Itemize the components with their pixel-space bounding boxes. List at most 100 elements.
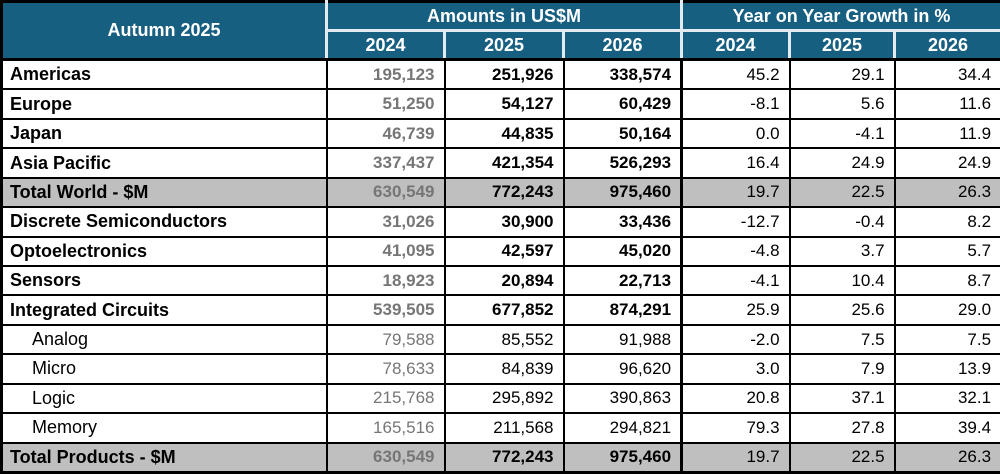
table-row: Analog 79,588 85,552 91,988 -2.0 7.5 7.5 <box>1 323 1000 356</box>
cell-value: 27.8 <box>788 412 896 444</box>
row-label: Europe <box>1 88 328 120</box>
table-row: Asia Pacific 337,437 421,354 526,293 16.4 24.… <box>1 147 1000 179</box>
cell-value: 20.8 <box>680 382 791 415</box>
row-label: Micro <box>1 353 328 385</box>
cell-value: 50,164 <box>562 117 683 150</box>
cell-value: 46,739 <box>325 117 446 150</box>
row-label: Asia Pacific <box>1 147 328 179</box>
cell-value: 3.0 <box>680 353 791 385</box>
cell-value: -0.4 <box>788 206 896 238</box>
cell-value: 630,549 <box>325 176 446 209</box>
cell-value: 11.9 <box>893 117 1000 150</box>
cell-value: -4.1 <box>788 117 896 150</box>
cell-value: 3.7 <box>788 235 896 267</box>
cell-value: 975,460 <box>562 441 683 473</box>
row-label: Japan <box>1 117 328 150</box>
year-header-growth-2026: 2026 <box>893 29 1000 61</box>
cell-value: 22.5 <box>788 176 896 209</box>
cell-value: 539,505 <box>325 294 446 326</box>
table-row: Optoelectronics 41,095 42,597 45,020 -4.8 3.7… <box>1 235 1000 267</box>
cell-value: -4.1 <box>680 264 791 297</box>
cell-value: 13.9 <box>893 353 1000 385</box>
table-row: Integrated Circuits 539,505 677,852 874,291… <box>1 294 1000 326</box>
table-row: Sensors 18,923 20,894 22,713 -4.1 10.4 8.7 <box>1 264 1000 297</box>
group-header-amounts: Amounts in US$M <box>324 1 684 32</box>
cell-value: 45.2 <box>680 58 791 91</box>
cell-value: 51,250 <box>325 88 446 120</box>
cell-value: 45,020 <box>562 235 683 267</box>
cell-value: 31,026 <box>325 206 446 238</box>
cell-value: 41,095 <box>325 235 446 267</box>
cell-value: 79,588 <box>325 323 446 356</box>
cell-value: 7.5 <box>788 323 896 356</box>
cell-value: 33,436 <box>562 206 683 238</box>
cell-value: 7.5 <box>893 323 1000 356</box>
cell-value: 24.9 <box>893 147 1000 179</box>
cell-value: 54,127 <box>443 88 565 120</box>
cell-value: -12.7 <box>680 206 791 238</box>
cell-value: 79.3 <box>680 412 791 444</box>
group-header-row: Autumn 2025 Amounts in US$M Year on Year… <box>1 1 1000 61</box>
cell-value: 30,900 <box>443 206 565 238</box>
cell-value: 165,516 <box>325 412 446 444</box>
cell-value: 772,243 <box>443 441 565 473</box>
group-header-growth: Year on Year Growth in % <box>680 1 1000 32</box>
cell-value: 25.6 <box>788 294 896 326</box>
year-header-amounts-2025: 2025 <box>443 29 565 61</box>
cell-value: 294,821 <box>562 412 683 444</box>
table-row: Japan 46,739 44,835 50,164 0.0 -4.1 11.9 <box>1 117 1000 150</box>
row-label: Total Products - $M <box>1 441 328 473</box>
row-label: Sensors <box>1 264 328 297</box>
row-label: Analog <box>1 323 328 356</box>
cell-value: 42,597 <box>443 235 565 267</box>
year-header-growth-2025: 2025 <box>788 29 897 61</box>
cell-value: 60,429 <box>562 88 683 120</box>
row-label: Optoelectronics <box>1 235 328 267</box>
year-header-growth-2024: 2024 <box>680 29 792 61</box>
cell-value: 24.9 <box>788 147 896 179</box>
cell-value: 29.0 <box>893 294 1000 326</box>
cell-value: 34.4 <box>893 58 1000 91</box>
row-label: Total World - $M <box>1 176 328 209</box>
cell-value: -2.0 <box>680 323 791 356</box>
cell-value: 8.7 <box>893 264 1000 297</box>
cell-value: 29.1 <box>788 58 896 91</box>
cell-value: 19.7 <box>680 176 791 209</box>
cell-value: 16.4 <box>680 147 791 179</box>
cell-value: 22,713 <box>562 264 683 297</box>
cell-value: 526,293 <box>562 147 683 179</box>
table-body: Americas 195,123 251,926 338,574 45.2 29.1 34.… <box>1 58 1000 473</box>
cell-value: 295,892 <box>443 382 565 415</box>
cell-value: 5.6 <box>788 88 896 120</box>
table-row: Total Products - $M 630,549 772,243 975,460… <box>1 441 1000 473</box>
cell-value: 421,354 <box>443 147 565 179</box>
cell-value: 26.3 <box>893 176 1000 209</box>
table-row: Total World - $M 630,549 772,243 975,460 19.… <box>1 176 1000 209</box>
cell-value: 337,437 <box>325 147 446 179</box>
cell-value: 0.0 <box>680 117 791 150</box>
cell-value: 677,852 <box>443 294 565 326</box>
cell-value: 211,568 <box>443 412 565 444</box>
table-title: Autumn 2025 <box>1 1 328 61</box>
cell-value: 5.7 <box>893 235 1000 267</box>
cell-value: 39.4 <box>893 412 1000 444</box>
row-label: Memory <box>1 412 328 444</box>
row-label: Integrated Circuits <box>1 294 328 326</box>
cell-value: 78,633 <box>325 353 446 385</box>
cell-value: 874,291 <box>562 294 683 326</box>
cell-value: 85,552 <box>443 323 565 356</box>
cell-value: 37.1 <box>788 382 896 415</box>
cell-value: 195,123 <box>325 58 446 91</box>
cell-value: 215,768 <box>325 382 446 415</box>
cell-value: 18,923 <box>325 264 446 297</box>
cell-value: 975,460 <box>562 176 683 209</box>
table-row: Memory 165,516 211,568 294,821 79.3 27.8 39.4 <box>1 412 1000 444</box>
cell-value: 32.1 <box>893 382 1000 415</box>
cell-value: -8.1 <box>680 88 791 120</box>
cell-value: 19.7 <box>680 441 791 473</box>
cell-value: 7.9 <box>788 353 896 385</box>
cell-value: 8.2 <box>893 206 1000 238</box>
cell-value: 772,243 <box>443 176 565 209</box>
table-header: Autumn 2025 Amounts in US$M Year on Year… <box>1 1 1000 61</box>
